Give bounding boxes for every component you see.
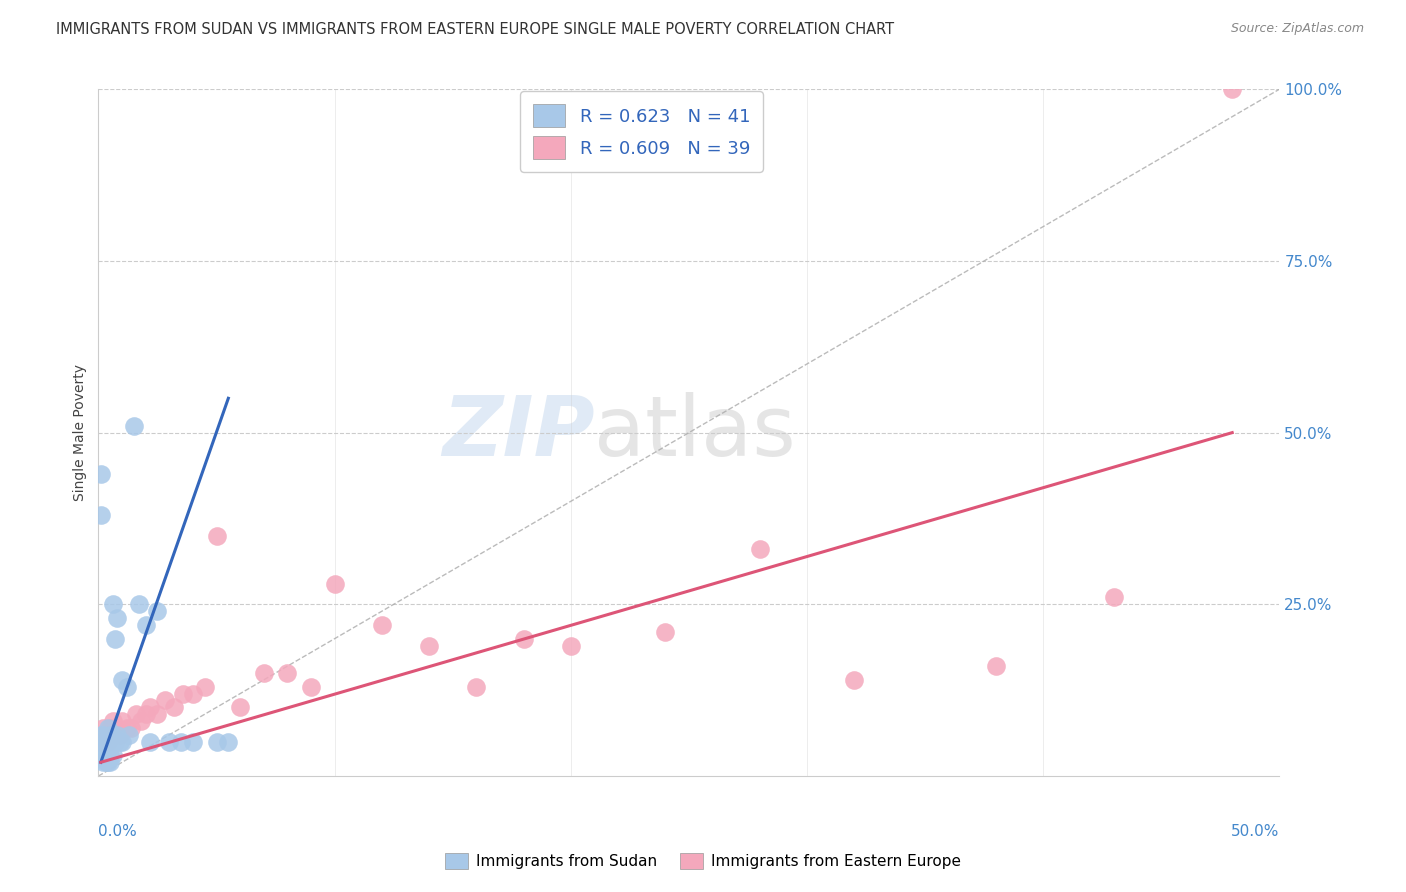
Point [1220, 82, 1243, 96]
Point [170, 735, 193, 749]
Point [108, 728, 131, 742]
Text: 50.0%: 50.0% [1232, 824, 1279, 839]
Point [101, 714, 124, 728]
Point [205, 735, 228, 749]
Point [98, 721, 121, 735]
Point [91, 728, 114, 742]
Text: Source: ZipAtlas.com: Source: ZipAtlas.com [1230, 22, 1364, 36]
Point [181, 687, 204, 701]
Point [418, 639, 440, 653]
Point [91, 721, 114, 735]
Point [101, 598, 124, 612]
Point [108, 735, 131, 749]
Point [94, 756, 117, 770]
Point [153, 693, 176, 707]
Point [97, 735, 120, 749]
Point [115, 721, 138, 735]
Point [172, 687, 194, 701]
Point [94, 728, 117, 742]
Point [844, 673, 866, 687]
Point [91, 748, 114, 763]
Point [128, 598, 150, 612]
Point [98, 735, 121, 749]
Point [115, 680, 138, 694]
Point [111, 673, 134, 687]
Point [97, 756, 120, 770]
Point [105, 611, 128, 625]
Text: atlas: atlas [595, 392, 796, 473]
Point [98, 756, 121, 770]
Point [104, 735, 127, 749]
Point [217, 735, 239, 749]
Point [121, 721, 143, 735]
Point [125, 707, 148, 722]
Text: IMMIGRANTS FROM SUDAN VS IMMIGRANTS FROM EASTERN EUROPE SINGLE MALE POVERTY CORR: IMMIGRANTS FROM SUDAN VS IMMIGRANTS FROM… [56, 22, 894, 37]
Point [90, 467, 112, 481]
Point [90, 728, 112, 742]
Point [104, 728, 127, 742]
Point [111, 714, 134, 728]
Point [229, 700, 252, 714]
Point [163, 700, 186, 714]
Point [135, 618, 157, 632]
Point [90, 735, 112, 749]
Point [98, 748, 121, 763]
Point [129, 714, 152, 728]
Point [97, 741, 120, 756]
Point [157, 735, 180, 749]
Point [194, 680, 217, 694]
Legend: R = 0.623   N = 41, R = 0.609   N = 39: R = 0.623 N = 41, R = 0.609 N = 39 [520, 91, 763, 172]
Point [139, 735, 162, 749]
Point [135, 707, 157, 722]
Point [323, 576, 346, 591]
Point [1102, 591, 1125, 605]
Point [181, 735, 204, 749]
Point [94, 735, 117, 749]
Point [111, 735, 134, 749]
Text: ZIP: ZIP [441, 392, 595, 473]
Point [94, 748, 117, 763]
Point [654, 624, 676, 639]
Text: 0.0%: 0.0% [98, 824, 138, 839]
Point [122, 418, 145, 433]
Point [560, 639, 582, 653]
Point [371, 618, 394, 632]
Point [97, 735, 120, 749]
Point [465, 680, 488, 694]
Point [105, 721, 128, 735]
Point [146, 707, 169, 722]
Point [118, 728, 141, 742]
Point [91, 741, 114, 756]
Point [94, 741, 117, 756]
Point [105, 728, 128, 742]
Point [98, 728, 121, 742]
Point [101, 748, 124, 763]
Point [104, 632, 127, 646]
Point [91, 756, 114, 770]
Point [139, 700, 162, 714]
Point [205, 528, 228, 542]
Point [748, 542, 770, 557]
Point [299, 680, 322, 694]
Point [512, 632, 534, 646]
Legend: Immigrants from Sudan, Immigrants from Eastern Europe: Immigrants from Sudan, Immigrants from E… [439, 847, 967, 875]
Point [97, 721, 120, 735]
Point [253, 665, 276, 680]
Point [276, 665, 298, 680]
Point [984, 659, 1007, 673]
Point [146, 604, 169, 618]
Y-axis label: Single Male Poverty: Single Male Poverty [73, 364, 87, 501]
Point [90, 508, 112, 522]
Point [101, 728, 124, 742]
